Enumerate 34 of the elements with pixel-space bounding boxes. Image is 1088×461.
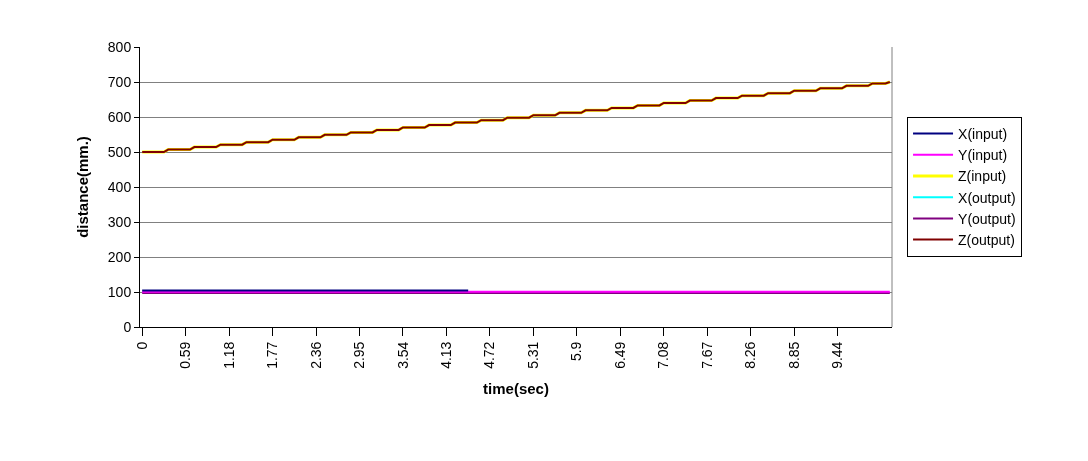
y-tick-label: 600 [107,108,132,125]
x-tick-label: 2.95 [351,341,368,369]
y-tick-label: 500 [107,143,132,160]
x-tick-label: 4.13 [438,341,454,369]
y-axis-title: distance(mm.) [74,136,92,238]
x-tick-label: 8.85 [785,341,802,369]
legend-label: Y(input) [958,147,1008,164]
x-axis-title: time(sec) [483,379,549,397]
x-tick-label: 6.49 [611,341,628,369]
x-tick-label: 3.54 [394,341,411,369]
y-tick-label: 300 [107,213,132,230]
legend-label: X(input) [958,126,1008,143]
y-tick-label: 400 [107,178,132,195]
legend-label: Y(output) [958,210,1016,227]
x-tick-label: 4.72 [481,341,498,369]
x-tick-label: 8.26 [742,341,759,369]
y-tick-label: 200 [107,248,132,265]
x-tick-label: 9.44 [829,341,846,369]
x-tick-label: 2.36 [307,341,324,369]
x-tick-label: 5.9 [568,341,585,362]
x-tick-label: 1.77 [264,341,281,369]
legend-label: X(output) [958,189,1016,206]
legend-label: Z(output) [958,232,1015,249]
legend-label: Z(input) [958,168,1007,185]
y-tick-label: 700 [107,73,132,90]
x-tick-label: 5.31 [524,341,541,369]
x-tick-label: 0.59 [177,341,194,369]
x-tick-label: 7.67 [698,341,715,369]
y-tick-label: 0 [123,318,132,335]
y-tick-label: 100 [107,283,132,300]
x-tick-label: 1.18 [220,341,237,369]
x-tick-label: 0 [133,341,150,350]
y-tick-label: 800 [107,38,132,55]
x-tick-label: 7.08 [655,341,672,369]
